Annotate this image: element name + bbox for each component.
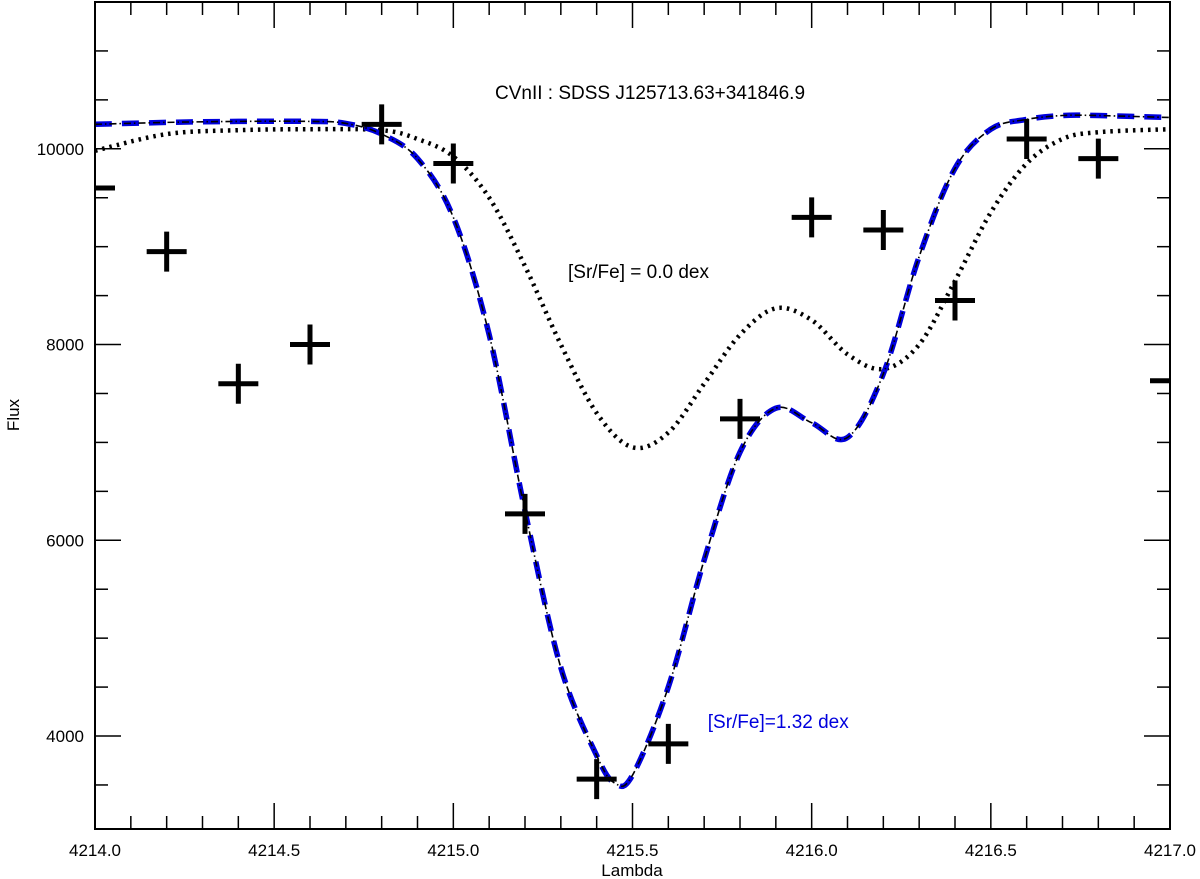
data-point-marker — [505, 493, 545, 534]
line-annotation: [Sr/Fe] = 0.0 dex — [568, 262, 709, 283]
y-tick-labels: 4000 6000 8000 10000 — [37, 140, 84, 746]
y-tick-label: 4000 — [46, 727, 84, 746]
x-tick-label: 4214.0 — [69, 841, 121, 860]
x-tick-label: 4216.0 — [786, 841, 838, 860]
data-point-marker — [361, 104, 402, 145]
data-point-marker — [1078, 138, 1119, 179]
dotted-model-line — [94, 126, 1171, 451]
data-point-marker — [146, 231, 187, 272]
x-tick-label: 4214.5 — [248, 841, 300, 860]
data-point-marker — [433, 143, 474, 184]
line-annotation: [Sr/Fe]=1.32 dex — [708, 712, 849, 733]
data-point-marker — [648, 723, 689, 764]
data-point-marker — [218, 363, 259, 404]
x-tick-labels: 4214.0 4214.5 4215.0 4215.5 4216.0 4216.5 4217… — [69, 841, 1196, 860]
y-tick-label: 6000 — [46, 531, 84, 550]
x-tick-label: 4216.5 — [965, 841, 1017, 860]
y-tick-label: 10000 — [37, 140, 84, 159]
annotations: [Sr/Fe] = 0.0 dex [Sr/Fe]=1.32 dex — [568, 262, 849, 733]
data-point-marker — [1006, 119, 1047, 160]
tick-marks — [94, 1, 1171, 829]
data-point-marker — [791, 197, 832, 238]
y-tick-label: 8000 — [46, 336, 84, 355]
chart-title: CVnII : SDSS J125713.63+341846.9 — [495, 83, 805, 104]
data-point-marker — [290, 324, 330, 365]
model-lines — [94, 112, 1171, 790]
x-tick-label: 4215.0 — [427, 841, 479, 860]
plot-frame — [94, 1, 1171, 830]
data-point-marker — [863, 210, 904, 251]
data-point-marker — [576, 759, 617, 800]
x-axis-title: Lambda — [601, 861, 663, 879]
data-point-marker — [935, 280, 975, 321]
x-tick-label: 4215.5 — [607, 841, 659, 860]
y-axis-title: Flux — [4, 398, 23, 431]
x-tick-label: 4217.0 — [1144, 841, 1196, 860]
thin-dash-dot-model-line — [94, 114, 1171, 788]
observed-markers — [95, 104, 1170, 800]
blue-dashed-model-line — [94, 112, 1171, 790]
data-point-marker — [720, 398, 760, 439]
